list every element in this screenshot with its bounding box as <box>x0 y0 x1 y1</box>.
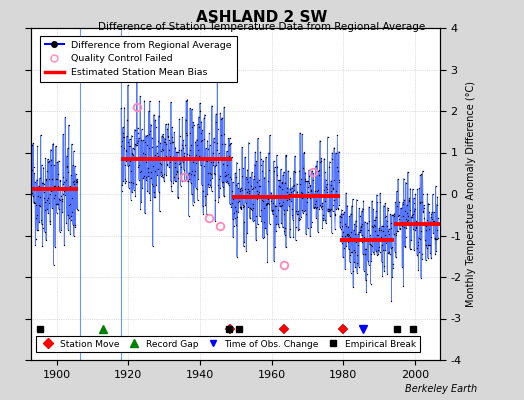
Text: ASHLAND 2 SW: ASHLAND 2 SW <box>196 10 328 25</box>
Y-axis label: Monthly Temperature Anomaly Difference (°C): Monthly Temperature Anomaly Difference (… <box>466 81 476 307</box>
Legend: Station Move, Record Gap, Time of Obs. Change, Empirical Break: Station Move, Record Gap, Time of Obs. C… <box>36 336 420 352</box>
Text: Difference of Station Temperature Data from Regional Average: Difference of Station Temperature Data f… <box>99 22 425 32</box>
Text: Berkeley Earth: Berkeley Earth <box>405 384 477 394</box>
